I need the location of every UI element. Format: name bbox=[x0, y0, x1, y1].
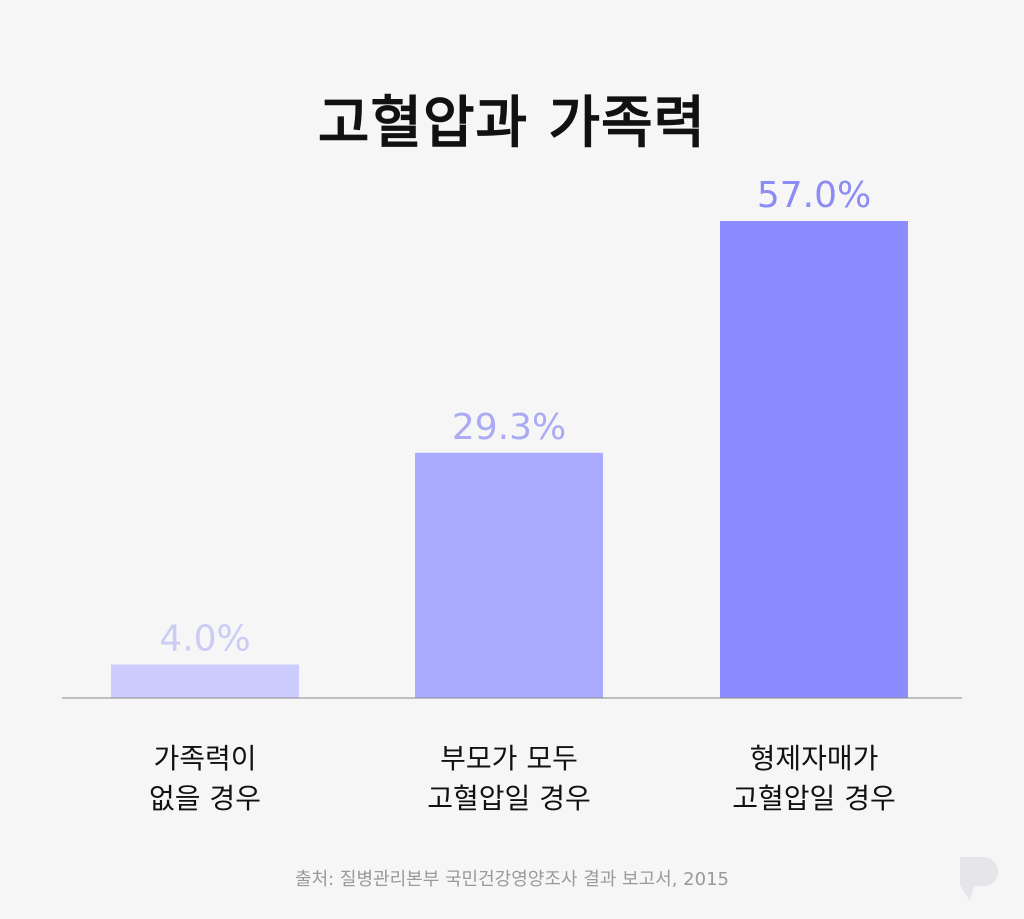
data-label-2: 29.3% bbox=[452, 407, 566, 448]
bar-2 bbox=[415, 452, 603, 698]
bar-1 bbox=[111, 664, 299, 698]
category-label-2-line-1: 부모가 모두 bbox=[440, 742, 578, 775]
source-caption: 출처: 질병관리본부 국민건강영양조사 결과 보고서, 2015 bbox=[295, 869, 729, 890]
data-label-3: 57.0% bbox=[757, 175, 871, 216]
category-label-3-line-2: 고혈압일 경우 bbox=[732, 782, 895, 815]
category-label-2-line-2: 고혈압일 경우 bbox=[427, 782, 590, 815]
data-label-1: 4.0% bbox=[159, 619, 250, 660]
bar-3 bbox=[720, 221, 908, 698]
category-label-1-line-2: 없을 경우 bbox=[149, 782, 261, 815]
category-label-1-line-1: 가족력이 bbox=[153, 742, 256, 775]
brand-logo-icon bbox=[960, 857, 998, 901]
category-label-3-line-1: 형제자매가 bbox=[750, 742, 879, 775]
chart-title: 고혈압과 가족력 bbox=[317, 91, 707, 156]
